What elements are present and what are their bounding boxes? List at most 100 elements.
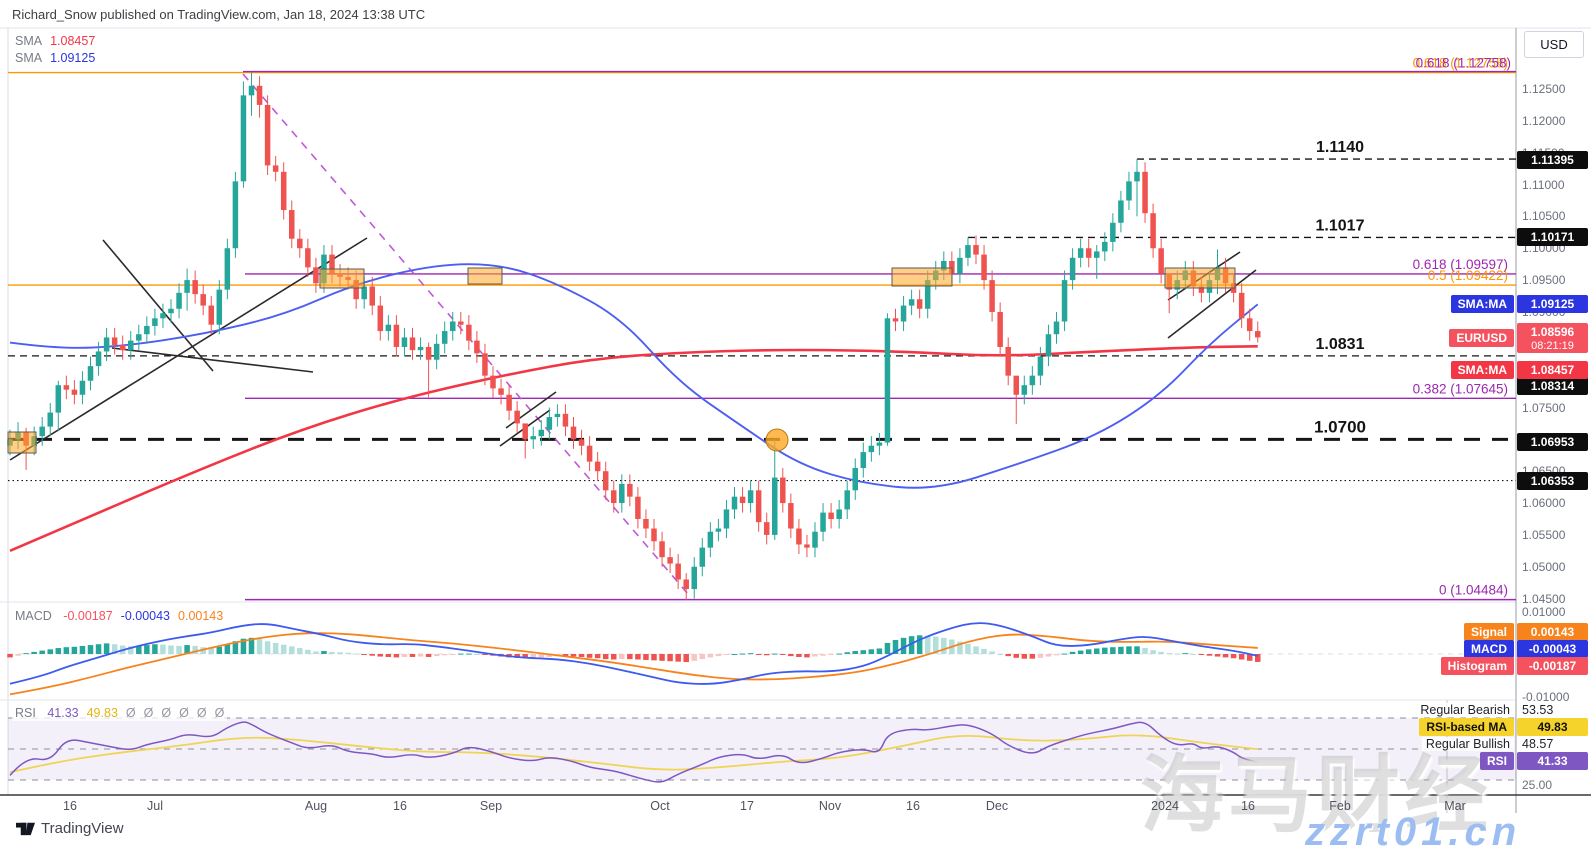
candles-layer bbox=[7, 72, 1261, 600]
time-axis-label[interactable]: 16 bbox=[1241, 799, 1255, 813]
publication-title: Richard_Snow published on TradingView.co… bbox=[12, 7, 426, 22]
candle bbox=[957, 257, 963, 274]
sma-blue-line bbox=[9, 263, 1259, 489]
candle bbox=[522, 423, 528, 440]
time-axis-label[interactable]: 16 bbox=[906, 799, 920, 813]
macd-histogram-bar bbox=[111, 644, 118, 654]
macd-histogram-bar bbox=[1077, 650, 1084, 654]
time-axis-label[interactable]: Dec bbox=[985, 799, 1009, 813]
time-axis-label[interactable]: Feb bbox=[1329, 799, 1351, 813]
supply-zone-box[interactable] bbox=[7, 431, 37, 454]
candle bbox=[1198, 286, 1205, 293]
macd-histogram-bar bbox=[699, 654, 706, 660]
macd-series-label: Signal bbox=[1463, 623, 1514, 641]
rsi-row-label: Regular Bearish bbox=[1416, 703, 1514, 717]
legend-macd[interactable]: MACD -0.00187 -0.00043 0.00143 bbox=[12, 608, 227, 624]
macd-histogram-bar bbox=[1134, 646, 1140, 654]
axis-series-label: SMA:MA bbox=[1450, 361, 1514, 379]
rsi-label: RSI bbox=[15, 706, 36, 720]
frame-lines bbox=[0, 27, 1591, 813]
price-axis-tick: 1.04500 bbox=[1522, 591, 1566, 606]
candle bbox=[224, 248, 231, 290]
candle bbox=[538, 429, 545, 437]
time-axis-label[interactable]: 2024 bbox=[1151, 799, 1179, 813]
macd-histogram-bar bbox=[23, 653, 29, 655]
candle bbox=[868, 445, 875, 453]
candle bbox=[949, 260, 955, 274]
macd-legend-value: 0.00143 bbox=[178, 609, 224, 623]
candle bbox=[772, 477, 778, 535]
rsi-legend-value: Ø bbox=[161, 706, 172, 720]
candle bbox=[450, 321, 456, 332]
macd-histogram-bar bbox=[715, 654, 722, 657]
macd-histogram-bar bbox=[514, 654, 520, 658]
rsi-value-badge: 49.83 bbox=[1517, 718, 1588, 736]
legend-sma-fast[interactable]: SMA 1.08457 bbox=[12, 33, 99, 49]
candle bbox=[71, 389, 78, 395]
macd-histogram-bar bbox=[812, 654, 818, 657]
macd-histogram-bar bbox=[900, 637, 907, 654]
time-axis-label[interactable]: Mar bbox=[1444, 799, 1466, 813]
macd-histogram-bar bbox=[933, 636, 939, 654]
time-axis-label[interactable]: Aug bbox=[304, 799, 328, 813]
macd-histogram-bar bbox=[1222, 654, 1229, 658]
time-axis-label[interactable]: Nov bbox=[818, 799, 842, 813]
candle bbox=[755, 490, 762, 523]
legend-sma-slow[interactable]: SMA 1.09125 bbox=[12, 50, 99, 66]
macd-histogram-bar bbox=[1158, 651, 1164, 654]
candle bbox=[39, 426, 45, 437]
macd-histogram-bar bbox=[337, 652, 343, 654]
legend-rsi[interactable]: RSI 41.33 49.83 Ø Ø Ø Ø Ø Ø bbox=[12, 705, 228, 721]
macd-histogram-bar bbox=[941, 637, 947, 654]
supply-zone-box[interactable] bbox=[891, 267, 953, 287]
macd-histogram-bar bbox=[1085, 649, 1092, 654]
candle bbox=[1126, 181, 1132, 201]
macd-histogram-bar bbox=[1005, 654, 1011, 657]
currency-toggle-button[interactable]: USD bbox=[1524, 31, 1584, 58]
macd-histogram-bar bbox=[1182, 653, 1189, 655]
time-axis-label[interactable]: Oct bbox=[650, 799, 670, 813]
time-axis-label[interactable]: 16 bbox=[63, 799, 77, 813]
candle bbox=[111, 337, 118, 346]
rsi-legend-value: Ø bbox=[214, 706, 225, 720]
macd-histogram-bar bbox=[1021, 654, 1028, 659]
macd-histogram-bar bbox=[160, 644, 166, 654]
time-axis-label[interactable]: 16 bbox=[393, 799, 407, 813]
fib-label: 0 (1.04484) bbox=[1439, 583, 1508, 598]
macd-histogram-bar bbox=[1174, 653, 1180, 655]
macd-histogram-bar bbox=[804, 654, 810, 658]
macd-histogram-bar bbox=[224, 644, 231, 654]
candle bbox=[1102, 241, 1108, 252]
supply-zone-box[interactable] bbox=[319, 268, 365, 289]
tradingview-logo[interactable]: TradingView bbox=[16, 819, 124, 838]
candle bbox=[401, 337, 408, 347]
macd-histogram-bar bbox=[264, 641, 271, 654]
time-axis-label[interactable]: Sep bbox=[479, 799, 503, 813]
rsi-value-badge: 41.33 bbox=[1517, 752, 1588, 770]
macd-histogram-bar bbox=[683, 654, 689, 663]
time-axis-label[interactable]: Jul bbox=[147, 799, 163, 813]
macd-histogram-bar bbox=[7, 654, 13, 658]
price-axis-tick: 1.06000 bbox=[1522, 496, 1566, 511]
circle-marker[interactable] bbox=[765, 428, 789, 452]
macd-histogram-bar bbox=[997, 654, 1003, 655]
macd-histogram-bar bbox=[313, 651, 319, 654]
supply-zone-box[interactable] bbox=[1164, 267, 1236, 289]
macd-histogram-bar bbox=[691, 654, 697, 661]
macd-histogram-bar bbox=[538, 654, 545, 658]
macd-pane bbox=[7, 622, 1516, 696]
macd-histogram-bar bbox=[788, 654, 794, 657]
supply-zone-box[interactable] bbox=[467, 267, 503, 285]
macd-histogram-bar bbox=[651, 654, 657, 661]
macd-histogram-bar bbox=[860, 650, 867, 654]
tradingview-logo-icon bbox=[16, 822, 35, 836]
macd-histogram-bar bbox=[417, 654, 424, 657]
level-label: 1.0700 bbox=[1314, 417, 1366, 436]
candle bbox=[1045, 334, 1052, 357]
macd-histogram-bar bbox=[152, 644, 158, 654]
time-axis-label[interactable]: 17 bbox=[740, 799, 754, 813]
publication-header: Richard_Snow published on TradingView.co… bbox=[12, 7, 425, 22]
level-label: 1.1017 bbox=[1316, 217, 1365, 234]
candle bbox=[941, 260, 947, 271]
